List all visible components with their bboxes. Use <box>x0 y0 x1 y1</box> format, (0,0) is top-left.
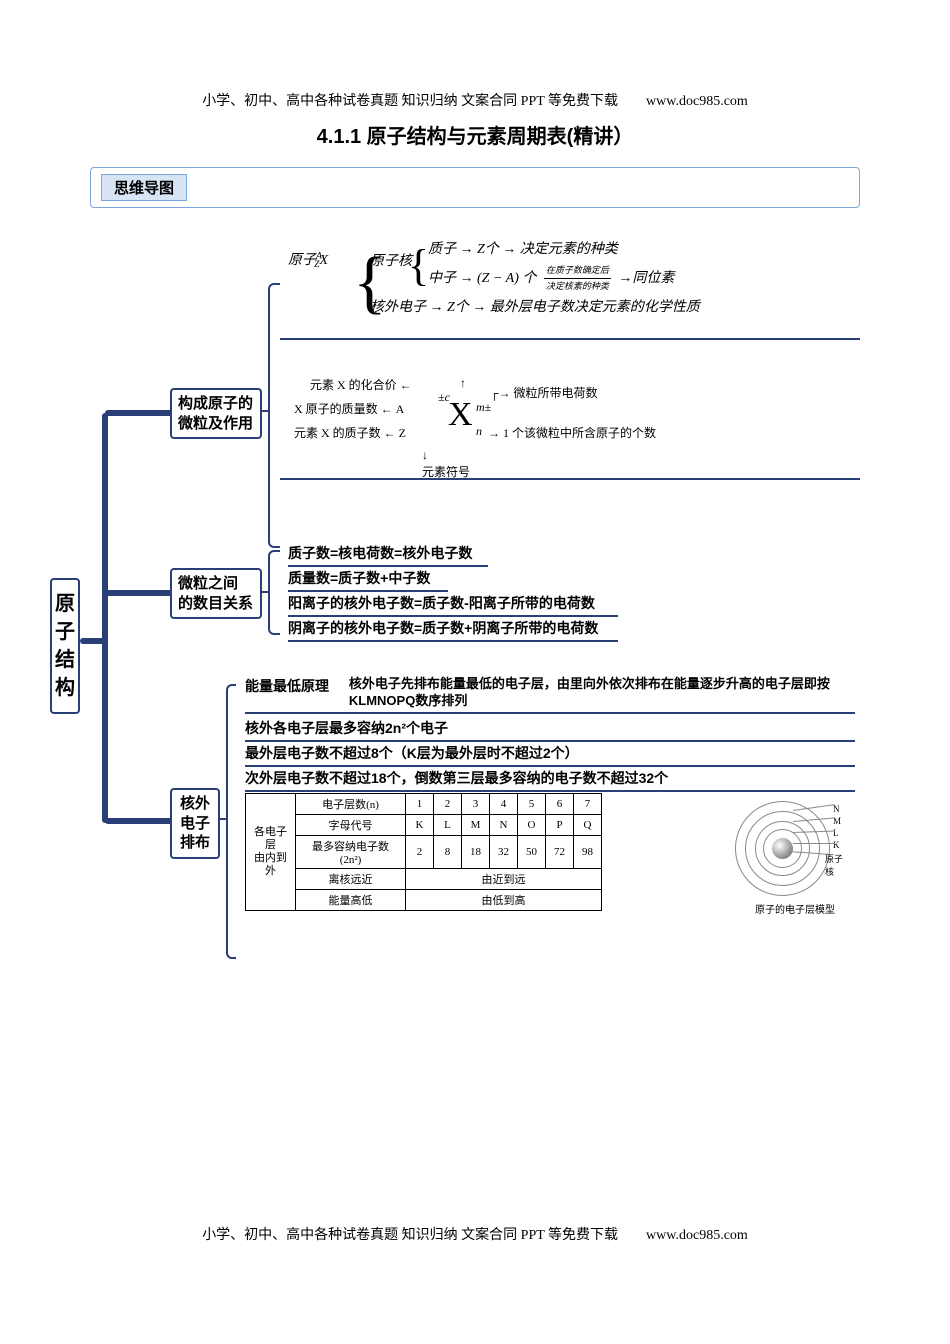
shell-l-label: L <box>833 828 839 838</box>
formula-symbol: X <box>319 253 328 268</box>
table-cell: 98 <box>574 836 602 869</box>
table-cell: 18 <box>462 836 490 869</box>
x-proton-label: 元素 X 的质子数 ← Z <box>294 424 406 441</box>
table-cell: P <box>546 815 574 836</box>
lowest-energy-principle: 能量最低原理 核外电子先排布能量最低的电子层，由里向外依次排布在能量逐步升高的电… <box>245 676 855 714</box>
root-node: 原子结构 <box>50 578 80 714</box>
x-symbol-label: ↓元素符号 <box>422 448 470 480</box>
table-cell: M <box>462 815 490 836</box>
formula-isotope: 同位素 <box>632 271 674 286</box>
formula-neutron-frac-bot: 决定核素的种类 <box>544 279 611 294</box>
table-cell: 2 <box>406 836 434 869</box>
atom-core-label: 原子核 <box>825 852 850 878</box>
table-cell: 3 <box>462 794 490 815</box>
table-cell: 7 <box>574 794 602 815</box>
table-cell: 1 <box>406 794 434 815</box>
page-title: 4.1.1 原子结构与元素周期表(精讲） <box>90 120 860 149</box>
table-cell: 5 <box>518 794 546 815</box>
table-cell: 由近到远 <box>406 869 602 890</box>
page-header: 小学、初中、高中各种试卷真题 知识归纳 文案合同 PPT 等免费下载 www.d… <box>0 90 950 110</box>
relation-2: 质量数=质子数+中子数 <box>288 568 448 592</box>
divider <box>280 478 860 480</box>
table-cell: 由低到高 <box>406 890 602 911</box>
formula-neutron-frac-top: 在质子数确定后 <box>544 263 611 279</box>
section-tag-container: 思维导图 <box>90 167 860 208</box>
section-tag: 思维导图 <box>101 174 187 201</box>
x-mass-label: X 原子的质量数 ← A <box>294 400 404 417</box>
brace-icon: { <box>353 248 387 318</box>
shell-n-label: N <box>833 804 840 814</box>
table-cell: K <box>406 815 434 836</box>
atom-composition-formula: 原子AZX 原子核 质子 → Z个 → 决定元素的种类 中子 → (Z − A)… <box>288 248 328 274</box>
table-cell: 6 <box>546 794 574 815</box>
table-cell: 2 <box>434 794 462 815</box>
table-cell: 50 <box>518 836 546 869</box>
table-cell: 4 <box>490 794 518 815</box>
formula-prefix: 原子 <box>288 253 316 268</box>
table-cell: 32 <box>490 836 518 869</box>
table-prop: 离核远近 <box>296 869 406 890</box>
table-prop: 字母代号 <box>296 815 406 836</box>
bracket-icon <box>226 684 236 959</box>
connector <box>105 590 173 596</box>
table-prop: 电子层数(n) <box>296 794 406 815</box>
x-c-label: ±c <box>438 390 450 405</box>
table-cell: O <box>518 815 546 836</box>
element-symbol-x: X <box>448 396 473 434</box>
connector <box>105 818 173 824</box>
connector <box>105 410 173 416</box>
shell-k-label: K <box>833 840 840 850</box>
formula-neutron-a: 中子 → (Z − A) 个 <box>428 271 536 286</box>
shell-rule-1: 核外各电子层最多容纳2n²个电子 <box>245 718 855 742</box>
shell-rule-2: 最外层电子数不超过8个（K层为最外层时不超过2个） <box>245 743 855 767</box>
table-cell: Q <box>574 815 602 836</box>
relation-1: 质子数=核电荷数=核外电子数 <box>288 543 488 567</box>
connector <box>220 818 228 820</box>
electron-shell-table: 各电子层由内到外 电子层数(n) 1 2 3 4 5 6 7 字母代号 K L … <box>245 793 602 911</box>
bracket-icon <box>268 283 280 548</box>
shell-rule-3: 次外层电子数不超过18个，倒数第三层最多容纳的电子数不超过32个 <box>245 768 855 792</box>
table-rowhead: 各电子层由内到外 <box>246 794 296 911</box>
brace-icon: { <box>408 244 429 288</box>
formula-electron-row: 核外电子 → Z个 → 最外层电子数决定元素的化学性质 <box>370 296 700 320</box>
formula-proton-row: 质子 → Z个 → 决定元素的种类 <box>428 238 618 262</box>
atom-shell-model: N M L K 原子核 原子的电子层模型 <box>730 796 850 916</box>
x-n-label: n <box>476 424 482 439</box>
relation-3: 阳离子的核外电子数=质子数-阳离子所带的电荷数 <box>288 593 618 617</box>
connector <box>262 410 270 412</box>
table-cell: 8 <box>434 836 462 869</box>
branch-relations: 微粒之间的数目关系 <box>170 568 262 619</box>
branch-shells: 核外电子排布 <box>170 788 220 859</box>
x-valence-label: 元素 X 的化合价 ← <box>310 376 412 393</box>
branch-particles: 构成原子的微粒及作用 <box>170 388 262 439</box>
atom-model-caption: 原子的电子层模型 <box>740 901 850 916</box>
divider <box>280 338 860 340</box>
x-charge-label: 微粒所带电荷数 <box>514 386 598 400</box>
table-cell: N <box>490 815 518 836</box>
table-prop: 最多容纳电子数(2n²) <box>296 836 406 869</box>
table-prop: 能量高低 <box>296 890 406 911</box>
page-footer: 小学、初中、高中各种试卷真题 知识归纳 文案合同 PPT 等免费下载 www.d… <box>0 1224 950 1244</box>
table-cell: L <box>434 815 462 836</box>
connector <box>262 591 270 593</box>
principle-text: 核外电子先排布能量最低的电子层，由里向外依次排布在能量逐步升高的电子层即按KLM… <box>349 676 839 710</box>
table-cell: 72 <box>546 836 574 869</box>
x-count-label: 1 个该微粒中所含原子的个数 <box>503 426 656 440</box>
principle-label: 能量最低原理 <box>245 676 345 696</box>
x-m-label: m± <box>476 400 491 415</box>
relation-4: 阴离子的核外电子数=质子数+阴离子所带的电荷数 <box>288 618 618 642</box>
connector <box>102 413 108 823</box>
